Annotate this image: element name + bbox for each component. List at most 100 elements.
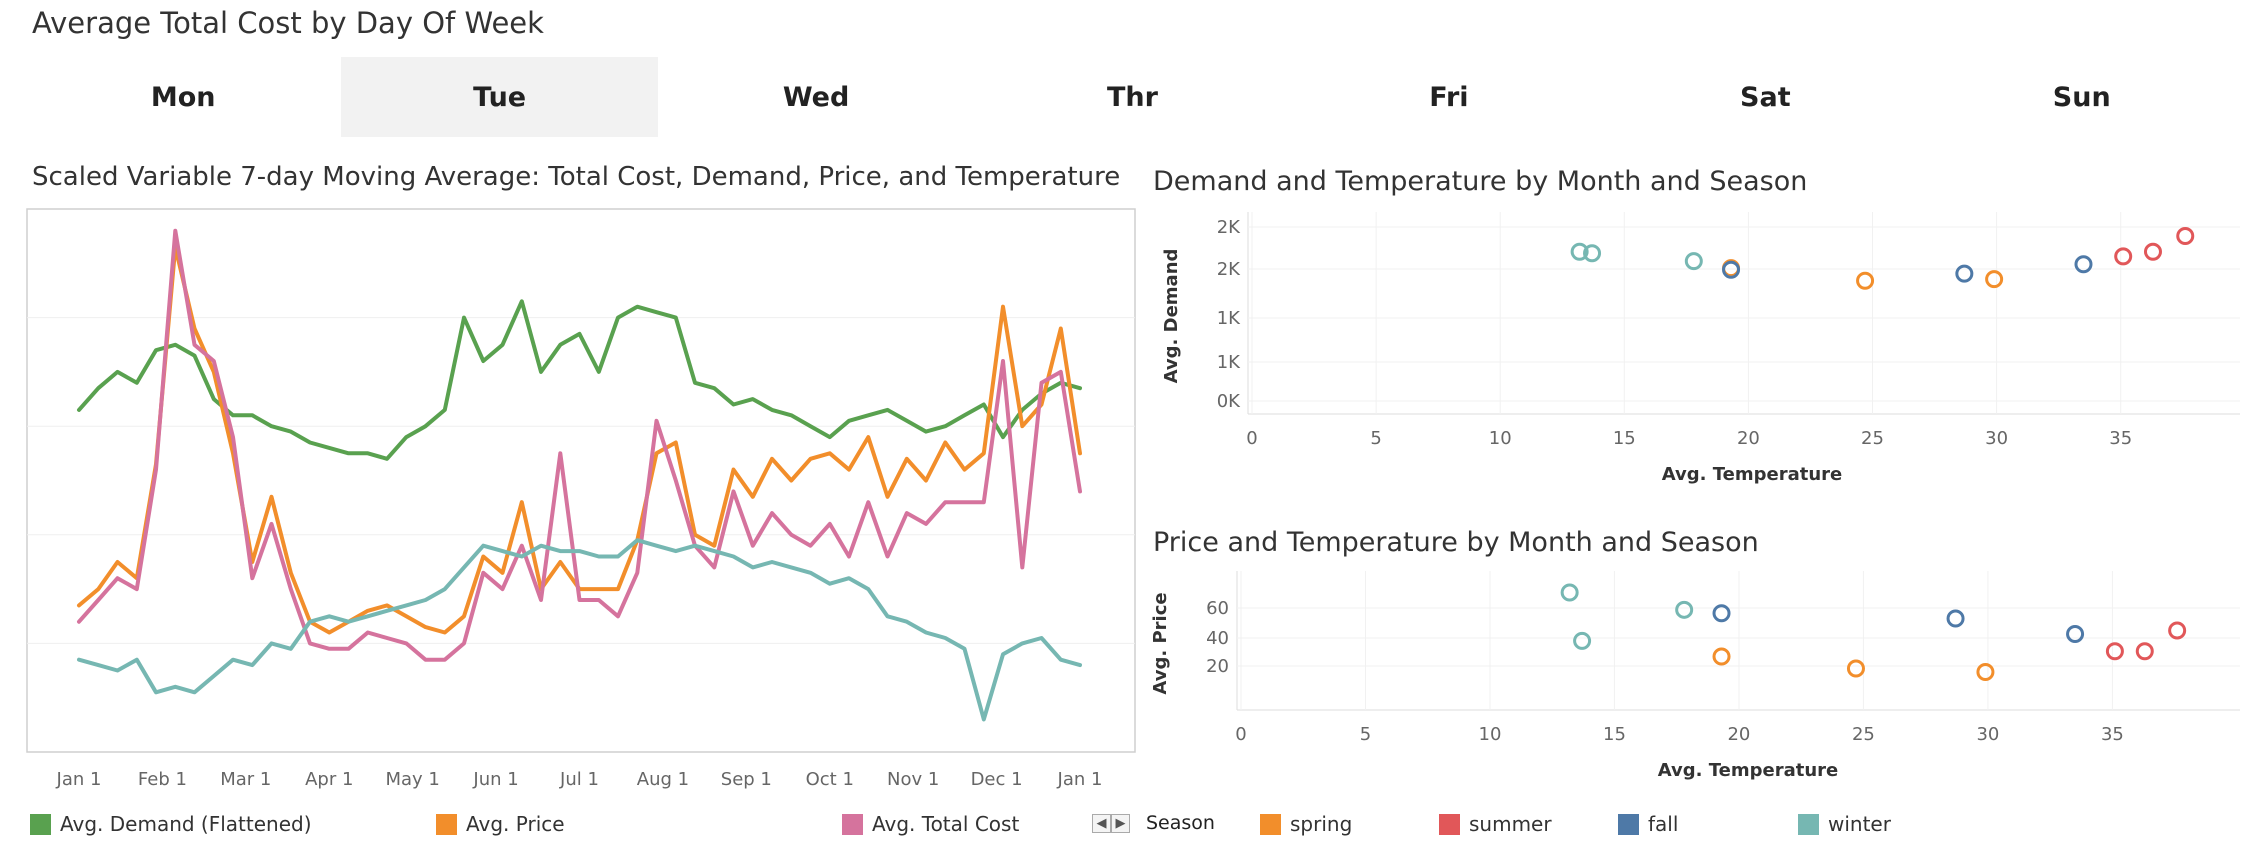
x-tick-label: Feb 1 bbox=[138, 769, 187, 790]
page-title: Average Total Cost by Day Of Week bbox=[32, 6, 544, 40]
legend-swatch bbox=[842, 813, 863, 835]
x-tick-label: 5 bbox=[1360, 724, 1371, 745]
legend-swatch bbox=[1260, 813, 1281, 835]
season-legend-title: Season bbox=[1146, 812, 1215, 834]
scatter-point-summer bbox=[2176, 227, 2195, 246]
demand-chart-x-axis-title: Avg. Temperature bbox=[1662, 464, 1842, 485]
x-tick-label: Aug 1 bbox=[637, 769, 689, 790]
legend-item-winter[interactable]: winter bbox=[1798, 812, 1891, 836]
series-line-2 bbox=[77, 228, 1082, 662]
y-tick-label: 20 bbox=[1206, 656, 1229, 677]
legend-swatch bbox=[1439, 813, 1460, 835]
scatter-point-fall bbox=[1955, 264, 1974, 283]
legend-pager: ◀ ▶ bbox=[1092, 814, 1130, 833]
legend-item-spring[interactable]: spring bbox=[1260, 812, 1352, 836]
x-tick-label: Jan 1 bbox=[56, 769, 102, 790]
scatter-point-winter bbox=[1573, 631, 1592, 650]
series-line-0 bbox=[77, 299, 1082, 461]
line-plot-area bbox=[26, 208, 1136, 753]
x-tick-label: Apr 1 bbox=[305, 769, 353, 790]
scatter-point-winter bbox=[1560, 583, 1579, 602]
y-tick-label: 1K bbox=[1217, 352, 1241, 373]
scatter-point-summer bbox=[2168, 621, 2187, 640]
scatter-point-winter bbox=[1583, 244, 1602, 263]
line-chart-title: Scaled Variable 7-day Moving Average: To… bbox=[32, 162, 1121, 192]
x-tick-label: 15 bbox=[1613, 428, 1636, 449]
price-chart-title: Price and Temperature by Month and Seaso… bbox=[1153, 527, 1759, 558]
scatter-point-fall bbox=[1712, 604, 1731, 623]
demand-chart-y-axis-title: Avg. Demand bbox=[1161, 249, 1182, 384]
y-tick-label: 1K bbox=[1217, 308, 1241, 329]
x-tick-label: Mar 1 bbox=[220, 769, 271, 790]
x-tick-label: 25 bbox=[1861, 428, 1884, 449]
scatter-point-fall bbox=[2074, 255, 2093, 274]
legend-label: winter bbox=[1828, 812, 1891, 836]
x-tick-label: 15 bbox=[1603, 724, 1626, 745]
legend-label: Avg. Demand (Flattened) bbox=[60, 812, 312, 836]
scatter-point-winter bbox=[1570, 242, 1589, 261]
y-tick-label: 0K bbox=[1217, 391, 1241, 412]
legend-swatch bbox=[1618, 813, 1639, 835]
x-tick-label: Jun 1 bbox=[472, 769, 518, 790]
legend-item-total-cost[interactable]: Avg. Total Cost bbox=[842, 812, 1019, 836]
x-tick-label: 35 bbox=[2101, 724, 2124, 745]
y-tick-label: 40 bbox=[1206, 628, 1229, 649]
scatter-point-fall bbox=[1946, 609, 1965, 628]
legend-item-demand[interactable]: Avg. Demand (Flattened) bbox=[30, 812, 312, 836]
y-tick-label: 2K bbox=[1217, 217, 1241, 238]
x-tick-label: Sep 1 bbox=[721, 769, 772, 790]
y-tick-label: 2K bbox=[1217, 259, 1241, 280]
legend-item-fall[interactable]: fall bbox=[1618, 812, 1678, 836]
scatter-point-winter bbox=[1675, 600, 1694, 619]
x-tick-label: Oct 1 bbox=[806, 769, 854, 790]
x-tick-label: Nov 1 bbox=[887, 769, 939, 790]
legend-swatch bbox=[30, 813, 51, 835]
series-line-3 bbox=[77, 538, 1082, 722]
tab-fri[interactable]: Fri bbox=[1429, 81, 1469, 113]
price-chart-y-axis-title: Avg. Price bbox=[1150, 592, 1171, 694]
chevron-right-icon[interactable]: ▶ bbox=[1111, 814, 1130, 833]
x-tick-label: 0 bbox=[1235, 724, 1246, 745]
x-tick-label: Jul 1 bbox=[559, 769, 599, 790]
x-tick-label: 0 bbox=[1246, 428, 1257, 449]
scatter-point-summer bbox=[2135, 642, 2154, 661]
legend-label: spring bbox=[1290, 812, 1353, 836]
scatter-point-spring bbox=[1846, 659, 1865, 678]
legend-label: summer bbox=[1469, 812, 1552, 836]
scatter-point-spring bbox=[1976, 663, 1995, 681]
tab-sun[interactable]: Sun bbox=[2052, 81, 2111, 113]
legend-item-summer[interactable]: summer bbox=[1439, 812, 1552, 836]
scatter-point-spring bbox=[1985, 270, 2004, 289]
tab-thr[interactable]: Thr bbox=[1106, 81, 1158, 113]
y-tick-label: 60 bbox=[1206, 598, 1229, 619]
x-tick-label: Jan 1 bbox=[1057, 769, 1103, 790]
scatter-point-summer bbox=[2143, 242, 2162, 261]
legend-swatch bbox=[1798, 813, 1819, 835]
x-tick-label: 10 bbox=[1489, 428, 1512, 449]
scatter-point-fall bbox=[2066, 625, 2085, 643]
legend-label: fall bbox=[1648, 812, 1679, 836]
scatter-point-spring bbox=[1856, 271, 1875, 290]
legend-label: Avg. Total Cost bbox=[872, 812, 1020, 836]
scatter-point-fall bbox=[1722, 260, 1741, 279]
x-tick-label: 20 bbox=[1737, 428, 1760, 449]
chevron-left-icon[interactable]: ◀ bbox=[1092, 814, 1111, 833]
legend-label: Avg. Price bbox=[466, 812, 565, 836]
day-of-week-tabs: Mon Tue Wed Thr Fri Sat Sun bbox=[25, 57, 2240, 137]
tab-sat[interactable]: Sat bbox=[1740, 81, 1791, 113]
scatter-point-spring bbox=[1712, 647, 1731, 666]
tab-wed[interactable]: Wed bbox=[782, 81, 850, 113]
scatter-point-winter bbox=[1684, 252, 1703, 271]
demand-chart-title: Demand and Temperature by Month and Seas… bbox=[1153, 166, 1808, 197]
x-tick-label: 10 bbox=[1479, 724, 1502, 745]
x-tick-label: Dec 1 bbox=[971, 769, 1023, 790]
tab-tue[interactable]: Tue bbox=[341, 57, 658, 137]
x-tick-label: 5 bbox=[1370, 428, 1381, 449]
x-tick-label: 30 bbox=[1985, 428, 2008, 449]
tab-mon[interactable]: Mon bbox=[150, 81, 216, 113]
price-chart-x-axis-title: Avg. Temperature bbox=[1658, 760, 1838, 781]
legend-item-price[interactable]: Avg. Price bbox=[436, 812, 565, 836]
x-tick-label: 30 bbox=[1976, 724, 1999, 745]
x-tick-label: 25 bbox=[1852, 724, 1875, 745]
